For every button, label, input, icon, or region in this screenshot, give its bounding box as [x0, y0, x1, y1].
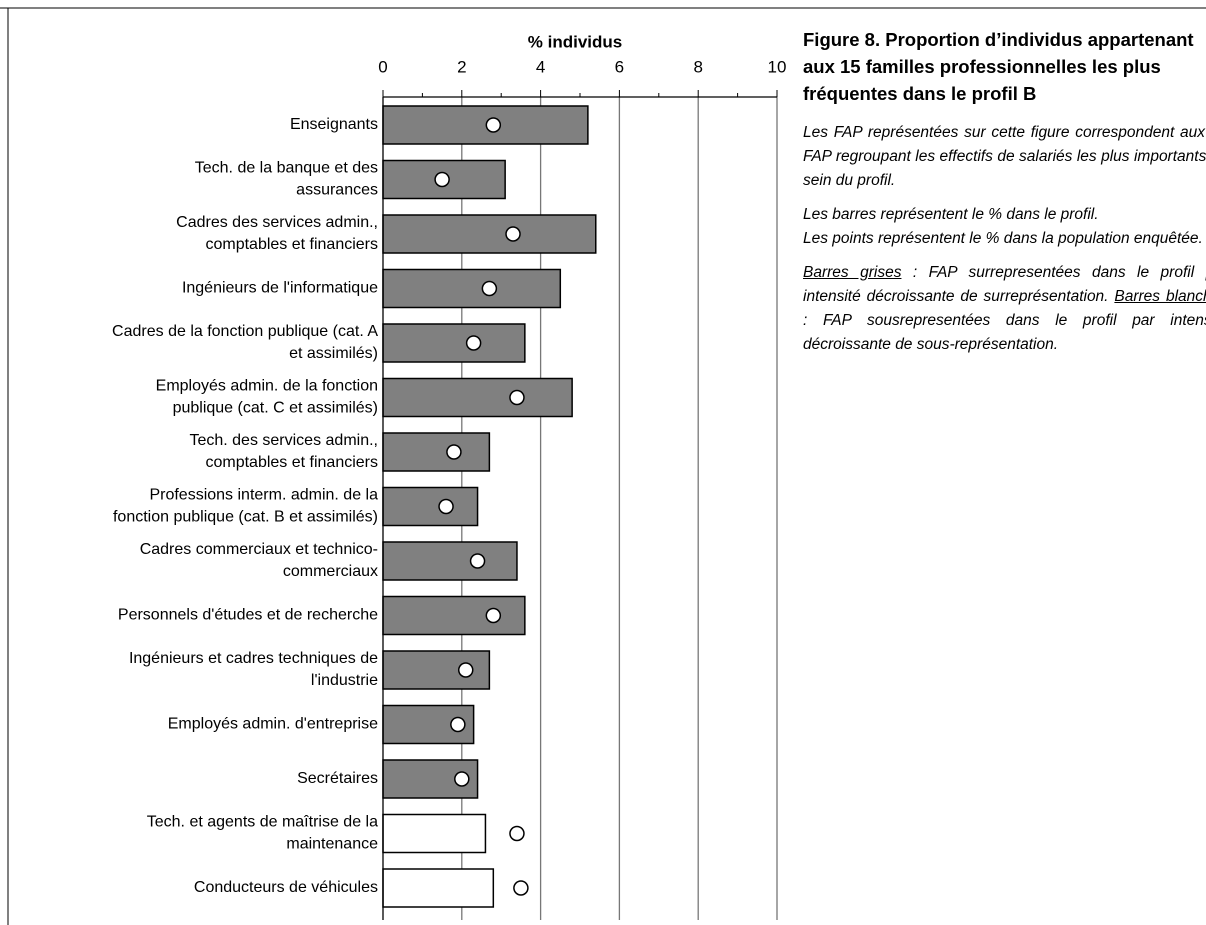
point	[469, 553, 486, 569]
point	[434, 171, 450, 188]
y-tick-label: maintenance	[286, 836, 378, 853]
bar	[382, 377, 573, 418]
y-tick-label: Employés admin. d'entreprise	[168, 716, 378, 733]
axis-title: % individus	[528, 32, 622, 51]
bar	[382, 541, 518, 581]
point	[485, 117, 502, 133]
y-tick-label: Personnels d'études et de recherche	[118, 607, 378, 624]
point	[450, 716, 466, 733]
y-tick-label: et assimilés)	[289, 345, 378, 362]
caption-paragraph: Les FAP représentées sur cette figure co…	[803, 121, 1206, 193]
caption-legend: Barres grises : FAP surrepresentées dans…	[803, 261, 1206, 357]
x-tick-label: 0	[378, 57, 387, 76]
caption-paragraph: Les barres représentent le % dans le pro…	[803, 203, 1206, 251]
bar	[382, 595, 526, 636]
y-tick-label: Professions interm. admin. de la	[149, 487, 378, 504]
point	[438, 498, 454, 515]
bar	[382, 486, 479, 527]
point	[505, 226, 521, 242]
bar	[382, 813, 487, 854]
y-tick-label: Cadres des services admin.,	[176, 214, 378, 231]
caption-text: Les points représentent le % dans la pop…	[803, 230, 1203, 247]
y-tick-label: Cadres de la fonction publique (cat. A	[112, 323, 378, 340]
caption-text: Les barres représentent le % dans le pro…	[803, 206, 1099, 223]
y-tick-label: Conducteurs de véhicules	[194, 879, 378, 896]
y-tick-label: l'industrie	[311, 672, 378, 689]
x-tick-label: 4	[536, 57, 545, 76]
y-tick-label: Tech. des services admin.,	[189, 432, 378, 449]
point	[509, 825, 525, 842]
y-tick-label: Ingénieurs et cadres techniques de	[129, 650, 378, 667]
y-tick-label: Tech. de la banque et des	[195, 160, 378, 177]
y-tick-label: Cadres commerciaux et technico-	[140, 541, 378, 558]
legend-key: Barres grises	[803, 264, 902, 281]
x-tick-label: 2	[457, 57, 466, 76]
point	[513, 880, 529, 896]
legend-text: : FAP surrepresentées dans le profil par…	[803, 264, 1206, 305]
x-tick-label: 6	[615, 57, 624, 76]
y-tick-label: Ingénieurs de l'informatique	[182, 280, 378, 297]
y-tick-label: comptables et financiers	[205, 454, 378, 471]
bar	[382, 214, 597, 254]
y-tick-label: Employés admin. de la fonction	[156, 378, 378, 395]
point	[457, 662, 474, 678]
caption-inner: Figure 8. Proportion d’individus apparte…	[803, 26, 1206, 357]
point	[446, 444, 462, 460]
y-tick-label: Tech. et agents de maîtrise de la	[147, 814, 378, 831]
y-tick-label: publique (cat. C et assimilés)	[173, 400, 378, 417]
bar	[382, 868, 495, 908]
bar	[382, 268, 562, 309]
y-tick-label: comptables et financiers	[205, 236, 378, 253]
y-tick-label: assurances	[296, 182, 378, 199]
caption: Figure 8. Proportion d’individus apparte…	[803, 26, 1206, 446]
bar	[382, 105, 589, 145]
point	[454, 771, 470, 787]
point	[509, 389, 525, 406]
bar	[382, 323, 526, 363]
x-tick-label: 10	[768, 57, 787, 76]
caption-text: Les FAP représentées sur cette figure co…	[803, 124, 1206, 189]
legend-key: Barres blanches	[1114, 288, 1206, 305]
point	[465, 335, 482, 351]
y-tick-label: fonction publique (cat. B et assimilés)	[113, 509, 378, 526]
point	[481, 280, 498, 297]
x-tick-label: 8	[693, 57, 702, 76]
y-tick-label: Secrétaires	[297, 770, 378, 787]
y-tick-label: Enseignants	[290, 116, 378, 133]
caption-title: Figure 8. Proportion d’individus apparte…	[803, 29, 1194, 104]
y-tick-label: commerciaux	[283, 563, 378, 580]
legend-text: : FAP sousrepresentées dans le profil pa…	[803, 312, 1206, 353]
bar	[382, 432, 491, 472]
point	[485, 607, 502, 624]
